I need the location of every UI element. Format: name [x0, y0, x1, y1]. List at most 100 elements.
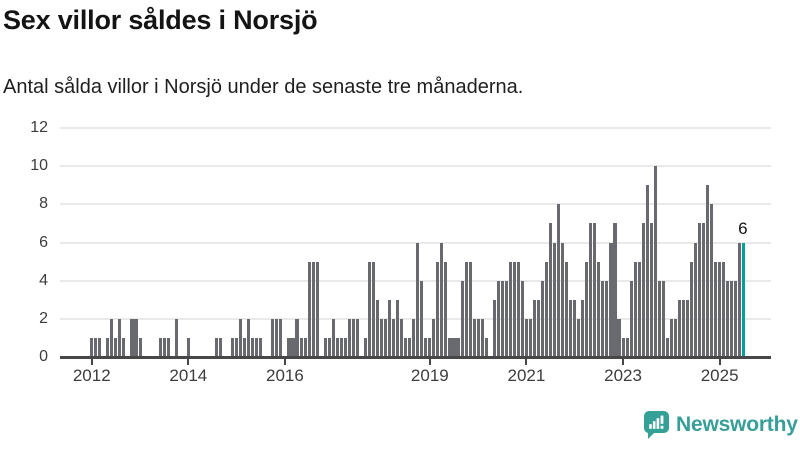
bar	[384, 318, 388, 357]
bar-chart-plot-area	[60, 127, 771, 357]
bar	[476, 318, 480, 357]
bar	[351, 318, 355, 357]
y-tick-label: 12	[30, 119, 48, 136]
x-tick-mark	[428, 359, 431, 365]
bar	[722, 261, 726, 357]
bar	[532, 299, 537, 357]
x-tick-label: 2025	[700, 366, 739, 385]
bar	[315, 261, 319, 357]
bar	[396, 299, 400, 357]
bar	[444, 261, 448, 357]
bar	[693, 242, 698, 357]
bar	[565, 261, 569, 357]
bar	[98, 337, 102, 357]
bar	[512, 261, 516, 357]
bar	[90, 337, 94, 357]
x-tick-label: 2021	[507, 366, 546, 385]
bar	[420, 280, 424, 357]
bar	[609, 242, 613, 357]
bar	[730, 280, 734, 357]
bar	[621, 337, 625, 357]
x-tick-mark	[90, 359, 93, 365]
newsworthy-logo[interactable]: Newsworthy	[643, 410, 798, 439]
bar	[186, 337, 190, 357]
bar	[681, 299, 685, 357]
bar	[524, 318, 528, 357]
x-tick-mark	[622, 359, 625, 365]
y-tick-label: 0	[39, 348, 48, 365]
bar	[597, 261, 601, 357]
x-axis-line	[60, 356, 771, 359]
x-tick-mark	[718, 359, 721, 365]
bar	[617, 318, 621, 357]
bar	[653, 166, 657, 357]
bar	[428, 337, 432, 357]
bar	[130, 318, 134, 357]
bar	[545, 261, 549, 357]
bar	[243, 337, 247, 357]
bar	[549, 223, 553, 357]
bar	[553, 242, 557, 357]
bar	[480, 318, 484, 357]
bar	[259, 337, 263, 357]
bar	[508, 261, 512, 357]
bar	[496, 280, 500, 357]
bar	[235, 337, 239, 357]
bar	[231, 337, 235, 357]
gridline	[60, 127, 771, 129]
bar	[327, 337, 331, 357]
bar	[536, 299, 541, 357]
bar	[311, 261, 315, 357]
bar	[726, 280, 730, 357]
bar	[339, 337, 343, 357]
bar	[335, 337, 339, 357]
y-tick-label: 10	[30, 157, 48, 175]
bar	[94, 337, 98, 357]
x-tick-label: 2019	[410, 366, 449, 385]
x-tick-label: 2023	[604, 366, 642, 385]
bar	[657, 280, 661, 357]
page-title: Sex villor såldes i Norsjö	[3, 5, 318, 35]
bar	[392, 318, 396, 357]
bar	[484, 337, 488, 357]
x-tick-label: 2014	[169, 366, 208, 385]
highlighted-bar	[742, 242, 746, 357]
bar	[593, 223, 597, 357]
bar	[561, 242, 565, 357]
bar	[601, 280, 605, 357]
bar	[629, 280, 633, 357]
bar	[673, 318, 677, 357]
y-tick-label: 4	[39, 271, 48, 289]
x-tick-mark	[187, 359, 190, 365]
bar	[541, 280, 545, 357]
bar	[460, 280, 464, 357]
x-tick-mark	[525, 359, 528, 365]
bar	[371, 261, 376, 357]
y-tick-label: 2	[39, 309, 48, 327]
gridline	[60, 279, 771, 282]
bar	[343, 337, 347, 357]
bar	[404, 337, 408, 357]
bar	[400, 318, 404, 357]
bar	[279, 318, 283, 357]
bar	[106, 337, 110, 357]
bar	[347, 318, 351, 357]
bar	[569, 299, 573, 357]
bar	[408, 337, 412, 357]
bar	[585, 261, 589, 357]
bar	[710, 204, 714, 357]
gridline	[60, 165, 771, 168]
bar	[697, 223, 702, 357]
bar	[613, 223, 617, 357]
bar	[134, 318, 138, 357]
bar	[452, 337, 456, 357]
bar	[436, 261, 440, 357]
bar	[158, 337, 162, 357]
bar	[605, 280, 609, 357]
bar	[661, 280, 665, 357]
gridline	[60, 203, 771, 206]
bar	[174, 318, 178, 357]
chart-subtitle: Antal sålda villor i Norsjö under de sen…	[3, 76, 524, 98]
bar	[734, 280, 738, 357]
bar	[118, 318, 122, 357]
